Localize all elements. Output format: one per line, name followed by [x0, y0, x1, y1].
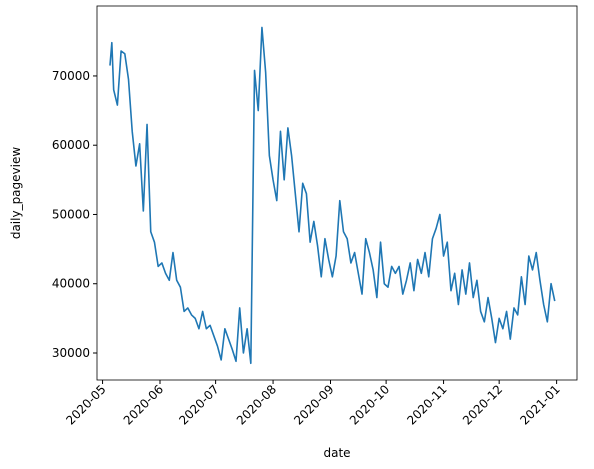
x-tick-label: 2021-01 [517, 382, 562, 427]
plot-frame [96, 5, 578, 381]
line [109, 26, 556, 365]
y-tick-label: 60000 [52, 138, 90, 152]
x-tick-label: 2020-10 [347, 382, 392, 427]
y-tick-label: 30000 [52, 346, 90, 360]
x-tick-label: 2020-07 [176, 382, 221, 427]
x-tick-label: 2020-09 [291, 382, 336, 427]
y-tick-label: 50000 [52, 207, 90, 221]
x-tick-label: 2020-12 [460, 382, 505, 427]
y-tick-label: 40000 [52, 277, 90, 291]
y-tick-label: 70000 [52, 69, 90, 83]
x-tick-label: 2020-05 [63, 382, 108, 427]
x-tick-label: 2020-11 [404, 382, 449, 427]
y-axis-label: daily_pageview [9, 147, 23, 240]
x-tick-label: 2020-06 [121, 382, 166, 427]
x-axis-label: date [323, 446, 350, 460]
x-tick-label: 2020-08 [234, 382, 279, 427]
